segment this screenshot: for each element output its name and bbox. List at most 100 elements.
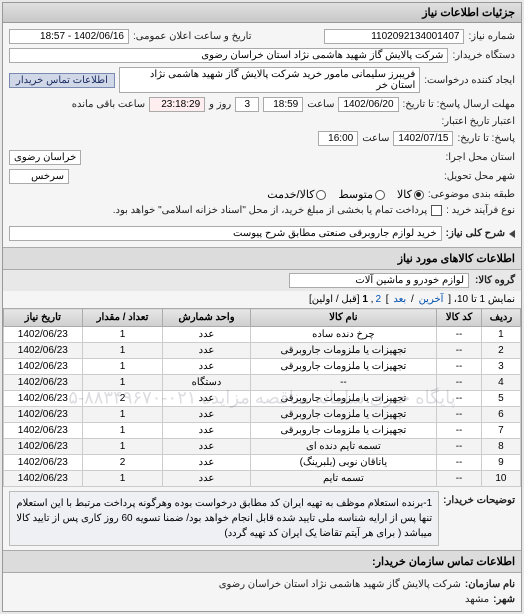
pager-last-link[interactable]: آخرین — [419, 294, 444, 305]
table-cell: 1 — [82, 327, 163, 343]
table-row[interactable]: 6--تجهیزات یا ملزومات جاروبرقیعدد11402/0… — [4, 407, 521, 423]
pager-close: ] — [386, 294, 389, 305]
table-row[interactable]: 9--یاتاقان نوبی (بلبرینگ)عدد21402/06/23 — [4, 455, 521, 471]
table-cell: 1402/06/23 — [4, 471, 83, 487]
pager-page-2[interactable]: 2 — [375, 294, 381, 305]
treasury-checkbox[interactable] — [431, 205, 442, 216]
deadline-label: مهلت ارسال پاسخ: تا تاریخ: — [403, 99, 515, 110]
table-row[interactable]: 8--تسمه تایم دنده ایعدد11402/06/23 — [4, 439, 521, 455]
table-row[interactable]: 1--چرخ دنده سادهعدد11402/06/23 — [4, 327, 521, 343]
table-cell: عدد — [163, 359, 250, 375]
city-label: شهر: — [493, 594, 515, 605]
radio-icon — [316, 190, 326, 200]
city-value: مشهد — [465, 594, 489, 605]
table-cell: 2 — [82, 455, 163, 471]
request-no-value: 1102092134001407 — [324, 29, 464, 44]
group-value: لوازم خودرو و ماشین آلات — [289, 273, 469, 288]
table-header-cell: کد کالا — [437, 309, 482, 327]
desc-label: توضیحات خریدار: — [443, 491, 515, 506]
table-cell: 1 — [82, 375, 163, 391]
table-row[interactable]: 7--تجهیزات یا ملزومات جاروبرقیعدد11402/0… — [4, 423, 521, 439]
days-and-label: روز و — [209, 99, 231, 110]
budget-radio-a[interactable]: کالا — [397, 188, 424, 201]
panel1-header: جزئیات اطلاعات نیاز — [3, 3, 521, 23]
table-cell: -- — [437, 471, 482, 487]
table-cell: -- — [437, 327, 482, 343]
table-header-cell: واحد شمارش — [163, 309, 250, 327]
budget-radio-c[interactable]: کالا/خدمت — [267, 188, 326, 201]
buy-type-note: پرداخت تمام یا بخشی از مبلغ خرید، از محل… — [9, 205, 427, 216]
table-header-cell: تاریخ نیاز — [4, 309, 83, 327]
table-cell: تجهیزات یا ملزومات جاروبرقی — [250, 407, 437, 423]
time-label-1: ساعت — [307, 99, 334, 110]
need-details-panel: جزئیات اطلاعات نیاز شماره نیاز: 11020921… — [2, 2, 522, 612]
pager-next-link[interactable]: بعد — [393, 294, 406, 305]
table-cell: 9 — [481, 455, 520, 471]
radio-label: کالا — [397, 188, 412, 201]
org-value: شرکت پالایش گاز شهید هاشمی نژاد استان خر… — [219, 579, 461, 590]
remain-time: 23:18:29 — [149, 97, 205, 112]
creator-label: ایجاد کننده درخواست: — [424, 75, 515, 86]
table-cell: 2 — [481, 343, 520, 359]
table-cell: -- — [437, 439, 482, 455]
table-cell: 1402/06/23 — [4, 375, 83, 391]
pager-sep: / — [408, 294, 414, 305]
table-cell: عدد — [163, 471, 250, 487]
radio-icon — [375, 190, 385, 200]
table-cell: -- — [437, 359, 482, 375]
table-cell: چرخ دنده ساده — [250, 327, 437, 343]
exec-province-label: استان محل اجرا: — [445, 152, 515, 163]
table-cell: 5 — [481, 391, 520, 407]
table-cell: عدد — [163, 455, 250, 471]
subject-label: شرح کلی نیاز: — [446, 228, 505, 239]
table-cell: 4 — [481, 375, 520, 391]
table-header-cell: تعداد / مقدار — [82, 309, 163, 327]
budget-label: طبقه بندی موضوعی: — [428, 189, 515, 200]
table-cell: -- — [437, 407, 482, 423]
validity-to-label: پاسخ: تا تاریخ: — [457, 133, 515, 144]
goods-table: ردیفکد کالانام کالاواحد شمارشتعداد / مقد… — [3, 308, 521, 487]
org-label: نام سازمان: — [465, 579, 515, 590]
delivery-city-label: شهر محل تحویل: — [444, 171, 515, 182]
table-header-cell: ردیف — [481, 309, 520, 327]
radio-label: متوسط — [338, 188, 373, 201]
contact-buyer-button[interactable]: اطلاعات تماس خریدار — [9, 73, 115, 88]
table-row[interactable]: 3--تجهیزات یا ملزومات جاروبرقیعدد11402/0… — [4, 359, 521, 375]
pager-page-1: 1 — [362, 294, 368, 305]
table-cell: 1402/06/23 — [4, 327, 83, 343]
table-cell: 1 — [82, 343, 163, 359]
table-cell: عدد — [163, 327, 250, 343]
table-row[interactable]: 4----دستگاه11402/06/23 — [4, 375, 521, 391]
table-row[interactable]: 2--تجهیزات یا ملزومات جاروبرقیعدد11402/0… — [4, 343, 521, 359]
table-cell: 1402/06/23 — [4, 423, 83, 439]
table-cell: تجهیزات یا ملزومات جاروبرقی — [250, 343, 437, 359]
table-cell: -- — [437, 455, 482, 471]
buyer-label: دستگاه خریدار: — [452, 50, 515, 61]
goods-section-title: اطلاعات کالاهای مورد نیاز — [3, 247, 521, 270]
table-cell: تسمه تایم — [250, 471, 437, 487]
radio-label: کالا/خدمت — [267, 188, 314, 201]
table-cell: -- — [437, 391, 482, 407]
validity-date: 1402/07/15 — [393, 131, 453, 146]
table-cell: تجهیزات یا ملزومات جاروبرقی — [250, 423, 437, 439]
creator-value: فریبرز سلیمانی مامور خرید شرکت پالایش گا… — [119, 67, 420, 93]
table-cell: یاتاقان نوبی (بلبرینگ) — [250, 455, 437, 471]
pager-first: [قبل / اولین] — [309, 294, 360, 305]
remain-suffix: ساعت باقی مانده — [72, 99, 145, 110]
table-cell: تجهیزات یا ملزومات جاروبرقی — [250, 359, 437, 375]
table-cell: عدد — [163, 343, 250, 359]
table-cell: 10 — [481, 471, 520, 487]
buy-type-label: نوع فرآیند خرید : — [446, 205, 515, 216]
table-row[interactable]: 5--تجهیزات یا ملزومات جاروبرقیعدد21402/0… — [4, 391, 521, 407]
table-header-cell: نام کالا — [250, 309, 437, 327]
request-no-label: شماره نیاز: — [468, 31, 515, 42]
budget-radio-b[interactable]: متوسط — [338, 188, 385, 201]
group-label: گروه کالا: — [475, 275, 515, 286]
table-cell: عدد — [163, 423, 250, 439]
table-row[interactable]: 10--تسمه تایمعدد11402/06/23 — [4, 471, 521, 487]
table-cell: 1 — [82, 359, 163, 375]
table-cell: 1402/06/23 — [4, 455, 83, 471]
validity-label: اعتبار تاریخ اعتبار: — [441, 116, 515, 127]
table-cell: 6 — [481, 407, 520, 423]
table-cell: عدد — [163, 407, 250, 423]
